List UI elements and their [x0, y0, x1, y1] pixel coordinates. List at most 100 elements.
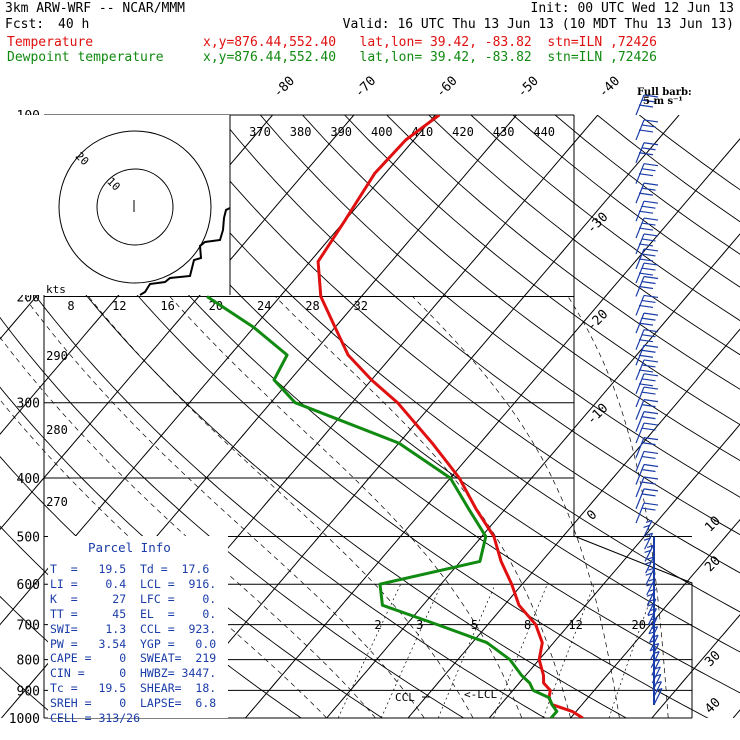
temperature-profile	[316, 115, 584, 718]
mixing-ratio-line	[493, 584, 548, 718]
speed-tick-label: 12	[112, 299, 126, 313]
wind-barb-flag	[643, 411, 659, 415]
theta-left-label: 270	[46, 495, 68, 509]
wind-barb-flag	[641, 364, 656, 368]
wind-barb-flag	[643, 233, 659, 237]
wind-barb-flag	[641, 187, 656, 191]
wind-barb-staff	[643, 520, 653, 537]
model-title: 3km ARW-WRF -- NCAR/MMM	[5, 1, 186, 16]
isotherm-label: -40	[596, 74, 623, 101]
dry-adiabat-line	[0, 316, 465, 718]
isotherm-label: 20	[702, 553, 724, 575]
wind-barb-flag	[643, 344, 659, 348]
isotherm-line	[488, 423, 740, 718]
parcel-info-title: Parcel Info	[88, 540, 171, 555]
theta-label: 380	[290, 125, 312, 139]
wind-barb-flag	[641, 349, 656, 353]
wind-barb-flag	[643, 386, 659, 390]
wind-barb-staff	[635, 437, 645, 458]
moist-adiabat-line	[169, 296, 523, 718]
wind-barb-flag	[641, 238, 656, 242]
hodograph-trace	[139, 207, 231, 296]
isotherm-label: -80	[271, 74, 298, 101]
pressure-label: 900	[17, 684, 40, 699]
dry-adiabat-line	[512, 115, 740, 288]
full-barb-label: Full barb:	[637, 87, 692, 98]
mixing-ratio-label: 3	[416, 618, 423, 632]
wind-barb-staff	[635, 464, 645, 485]
wind-barb-flag	[641, 391, 656, 395]
wind-barb-flag	[641, 493, 656, 497]
wind-barb-flag	[643, 422, 659, 426]
wind-barb-flag	[638, 227, 654, 231]
dewpoint-legend-label: Dewpoint temperature	[7, 50, 164, 65]
wind-barb-flag	[641, 334, 656, 338]
isotherm-line	[407, 328, 740, 718]
wind-barb-flag	[643, 502, 659, 506]
parcel-row: CELL = 313/26	[50, 711, 141, 725]
speed-tick-label: 20	[209, 299, 223, 313]
dry-adiabat-line	[49, 115, 740, 694]
wind-barb-flag	[638, 243, 654, 247]
wind-barb-staff	[635, 399, 645, 420]
wind-barb-flag	[638, 304, 654, 309]
wind-barb-flag	[643, 182, 659, 186]
isotherm-line	[245, 138, 740, 718]
wind-barb-flag	[646, 532, 653, 536]
isotherm-label: 10	[702, 514, 724, 536]
theta-label: 400	[371, 125, 393, 139]
theta-label: 420	[452, 125, 474, 139]
dry-adiabat-line	[302, 115, 740, 462]
wind-barb-flag	[655, 687, 663, 692]
wind-barb-flag	[641, 299, 656, 304]
wind-barb-flag	[643, 217, 659, 221]
speed-tick-label: 8	[67, 299, 74, 313]
wind-barb-flag	[644, 561, 652, 565]
wind-barb-flag	[638, 354, 654, 358]
wind-barb-flag	[646, 583, 653, 587]
isotherm-label: -50	[515, 74, 542, 101]
isotherm-line	[732, 709, 740, 718]
theta-left-label: 280	[46, 423, 68, 437]
pressure-label: 300	[17, 397, 40, 412]
wind-barb-flag	[643, 488, 659, 492]
mixing-ratio-label: 5	[471, 618, 478, 632]
speed-tick-label: 28	[305, 299, 319, 313]
parcel-row: Tc = 19.5 SHEAR= 18.	[50, 681, 217, 696]
wind-barb-flag	[643, 373, 659, 377]
dry-adiabat-line	[0, 666, 58, 718]
wind-barb-flag	[643, 399, 659, 403]
wind-barb-flag	[638, 210, 654, 214]
wind-barb-flag	[643, 248, 659, 252]
theta-label: 410	[412, 125, 434, 139]
theta-label: 390	[330, 125, 352, 139]
wind-barb-staff	[635, 488, 645, 510]
isotherm-label: -20	[584, 307, 611, 334]
wind-barb-flag	[647, 556, 654, 560]
hodograph-ring-10	[96, 168, 174, 246]
mixing-ratio-label: 12	[568, 618, 582, 632]
wind-barb-flag	[645, 572, 652, 576]
wind-barb-flag	[655, 681, 662, 685]
wind-barb-flag	[646, 593, 654, 597]
theta-left-label: 290	[46, 349, 68, 363]
wind-barb-flag	[638, 258, 654, 262]
wind-barb-staff	[644, 545, 654, 562]
lcl-marker: <-LCL	[464, 688, 497, 701]
wind-barb-staff	[635, 386, 645, 408]
wind-barb-flag	[643, 262, 659, 266]
wind-barb-staff	[635, 502, 645, 524]
moist-adiabat-line	[567, 296, 669, 718]
moist-adiabat-line	[275, 296, 571, 718]
pressure-label: 500	[17, 530, 40, 545]
dewpoint-profile	[206, 295, 559, 718]
parcel-info-panel: Parcel Info T = 19.5 Td = 17.6 LI = 0.4 L…	[48, 536, 228, 725]
wind-barb-staff	[645, 567, 655, 585]
wind-barb-flag	[641, 124, 656, 128]
dry-adiabat-line	[386, 115, 740, 390]
wind-barb-staff	[635, 411, 645, 432]
wind-barb-flag	[647, 603, 654, 607]
ccl-marker: CCL	[395, 691, 415, 704]
wind-barb-flag	[643, 119, 659, 123]
forecast-hours: 40 h	[58, 17, 90, 32]
